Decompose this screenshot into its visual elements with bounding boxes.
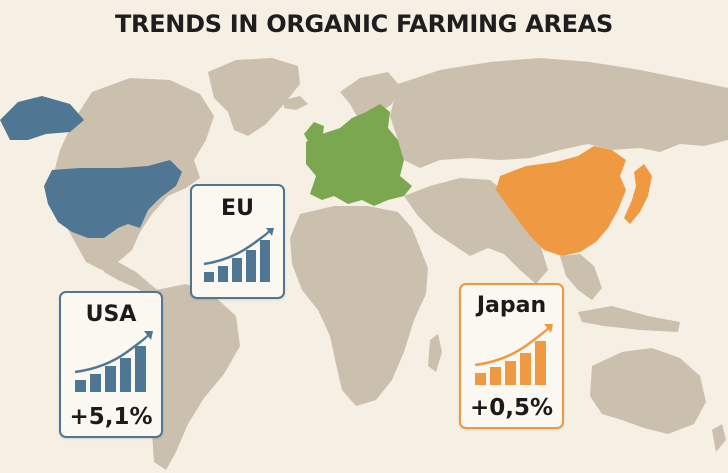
eu-region bbox=[306, 104, 412, 206]
usa-change-value: +5,1% bbox=[69, 404, 153, 430]
indonesia-land bbox=[578, 306, 680, 332]
uk-ireland-land bbox=[304, 122, 324, 148]
south-america-land bbox=[140, 284, 240, 470]
greenland-land bbox=[208, 58, 300, 136]
usa-card-name: USA bbox=[85, 302, 137, 327]
japan-region bbox=[624, 164, 652, 224]
eu-card: EU bbox=[190, 184, 285, 299]
japan-card: Japan +0,5% bbox=[459, 283, 564, 429]
australia-land bbox=[590, 348, 706, 434]
trend-chart-icon bbox=[203, 228, 274, 282]
new-zealand-land bbox=[712, 424, 726, 452]
eu-card-name: EU bbox=[221, 196, 254, 221]
usa-card: USA +5,1% bbox=[59, 291, 163, 438]
madagascar-land bbox=[428, 334, 442, 372]
iceland-land bbox=[284, 96, 308, 110]
scandinavia-land bbox=[340, 72, 400, 122]
usa-region bbox=[44, 160, 182, 238]
alaska-usa bbox=[0, 96, 84, 140]
southeast-asia-land bbox=[560, 254, 602, 300]
central-america-land bbox=[100, 262, 160, 296]
trend-chart-icon bbox=[74, 331, 153, 392]
china-region bbox=[496, 146, 626, 256]
japan-card-name: Japan bbox=[476, 293, 547, 318]
russia-land bbox=[390, 58, 728, 168]
trend-chart-icon bbox=[474, 324, 553, 385]
japan-change-value: +0,5% bbox=[469, 395, 554, 421]
africa-land bbox=[290, 206, 428, 406]
page-title: TRENDS IN ORGANIC FARMING AREAS bbox=[114, 10, 614, 38]
